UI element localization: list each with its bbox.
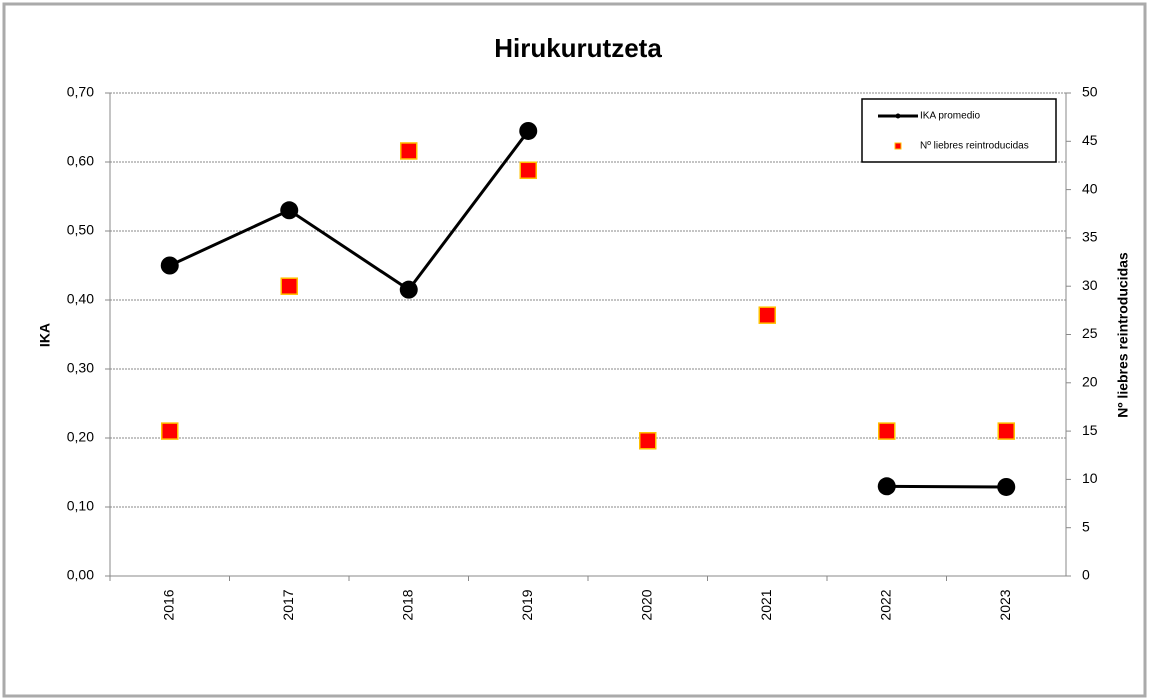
ika-point xyxy=(877,477,896,496)
ika-point xyxy=(160,256,179,275)
y-axis-label: IKA xyxy=(37,323,53,347)
ika-point xyxy=(519,121,538,140)
y-tick-label: 0,50 xyxy=(67,222,94,238)
ika-point xyxy=(399,280,418,299)
x-tick-label: 2022 xyxy=(877,589,893,620)
ika-point xyxy=(280,201,299,220)
y-tick-label: 0,70 xyxy=(67,84,94,100)
chart-title: Hirukurutzeta xyxy=(494,33,662,63)
square-marker xyxy=(639,432,657,450)
x-tick-label: 2016 xyxy=(160,589,176,620)
y2-tick-label: 40 xyxy=(1082,180,1098,196)
y2-tick-label: 15 xyxy=(1082,422,1098,438)
y-tick-label: 0,60 xyxy=(67,153,94,169)
y2-tick-label: 50 xyxy=(1082,84,1098,100)
x-tick-label: 2017 xyxy=(280,589,296,620)
y-tick-label: 0,30 xyxy=(67,360,94,376)
x-tick-label: 2020 xyxy=(638,589,654,620)
y2-tick-label: 20 xyxy=(1082,374,1098,390)
ika-point xyxy=(997,477,1016,496)
y-tick-label: 0,00 xyxy=(67,567,94,583)
square-marker xyxy=(519,161,537,180)
legend-label: Nº liebres reintroducidas xyxy=(920,141,1029,152)
x-tick-label: 2021 xyxy=(758,589,774,620)
y-tick-label: 0,40 xyxy=(67,291,94,307)
y2-tick-label: 45 xyxy=(1082,132,1098,148)
y-tick-label: 0,20 xyxy=(67,429,94,445)
x-tick-label: 2019 xyxy=(519,589,535,620)
x-tick-label: 2023 xyxy=(997,589,1013,620)
y2-tick-label: 30 xyxy=(1082,277,1098,293)
y2-tick-label: 10 xyxy=(1082,470,1098,486)
ika-line xyxy=(169,130,1007,489)
y2-tick-label: 0 xyxy=(1082,567,1090,583)
y2-tick-label: 25 xyxy=(1082,325,1098,341)
legend-box xyxy=(861,98,1057,163)
square-marker xyxy=(161,422,179,440)
square-marker xyxy=(280,277,298,295)
y2-tick-label: 35 xyxy=(1082,229,1098,245)
x-tick-label: 2018 xyxy=(399,589,415,620)
legend-label: IKA promedio xyxy=(920,111,980,122)
legend-square xyxy=(894,142,902,150)
y2-tick-label: 5 xyxy=(1082,518,1090,534)
square-marker xyxy=(878,422,896,440)
square-marker xyxy=(997,422,1015,440)
legend-dot xyxy=(895,113,901,119)
square-marker xyxy=(400,142,418,160)
y2-axis-label: Nº liebres reintroducidas xyxy=(1115,252,1131,418)
square-marker xyxy=(758,306,776,324)
y-tick-label: 0,10 xyxy=(67,498,94,514)
